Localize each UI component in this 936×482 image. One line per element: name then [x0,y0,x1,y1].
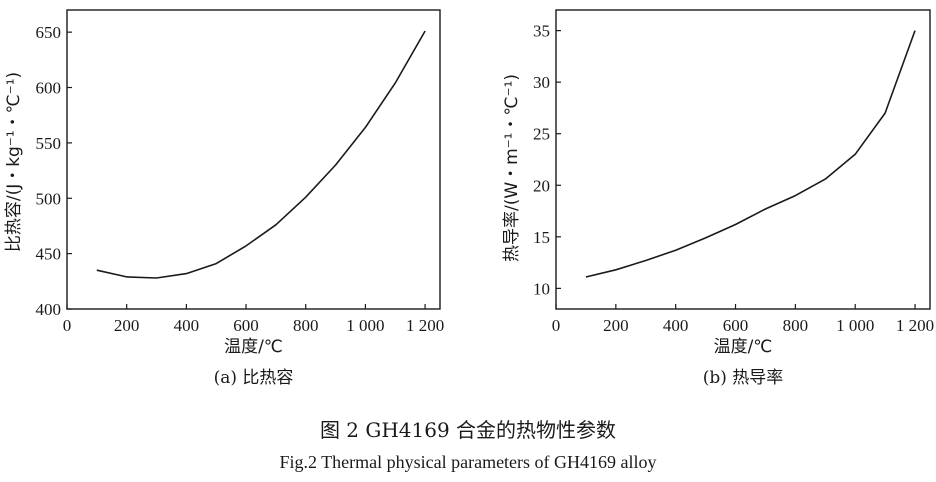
y-tick-label: 35 [533,22,550,41]
figure-caption-en: Fig.2 Thermal physical parameters of GH4… [279,452,657,472]
plot-frame [555,9,931,310]
y-tick-label: 500 [36,189,62,208]
x-tick-label: 1 000 [836,316,874,335]
series-line [96,30,426,279]
x-tick-label: 800 [783,316,809,335]
chart-subtitle: (b) 热导率 [703,368,784,388]
x-axis-label: 温度/℃ [224,337,283,357]
chart-panel-b: 0 200 400 600 800 1 000 1 200 10 15 20 25 30 35 温度/℃ 热… [502,9,934,388]
x-tick-label: 1 200 [406,316,444,335]
x-tick-label: 1 000 [346,316,384,335]
y-tick-label: 450 [36,245,62,264]
y-tick-label: 10 [533,279,550,298]
y-tick-label: 600 [36,79,62,98]
y-tick-label: 650 [36,23,62,42]
series-line [585,30,916,278]
x-tick-label: 1 200 [896,316,934,335]
x-tick-label: 400 [663,316,689,335]
chart-subtitle: (a) 比热容 [214,368,294,388]
y-tick-label: 25 [533,125,550,144]
x-tick-label: 400 [174,316,200,335]
x-tick-label: 0 [63,316,72,335]
y-tick-label: 400 [36,300,62,319]
x-tick-label: 600 [723,316,749,335]
x-tick-label: 200 [603,316,629,335]
y-axis-label: 比热容/(J・kg⁻¹・℃⁻¹) [4,72,24,252]
y-tick-label: 550 [36,134,62,153]
y-tick-label: 20 [533,176,550,195]
x-tick-label: 0 [552,316,561,335]
plot-frame [66,9,441,310]
chart-panel-a: 0 200 400 600 800 1 000 1 200 400 450 500 550 600 65… [4,9,444,388]
x-tick-label: 800 [293,316,319,335]
x-axis-label: 温度/℃ [714,337,773,357]
y-axis-label: 热导率/(W・m⁻¹・℃⁻¹) [502,74,522,262]
x-tick-label: 200 [114,316,140,335]
y-tick-label: 30 [533,73,550,92]
figure-caption-cn: 图 2 GH4169 合金的热物性参数 [319,418,617,442]
y-tick-label: 15 [533,228,550,247]
x-tick-label: 600 [233,316,259,335]
